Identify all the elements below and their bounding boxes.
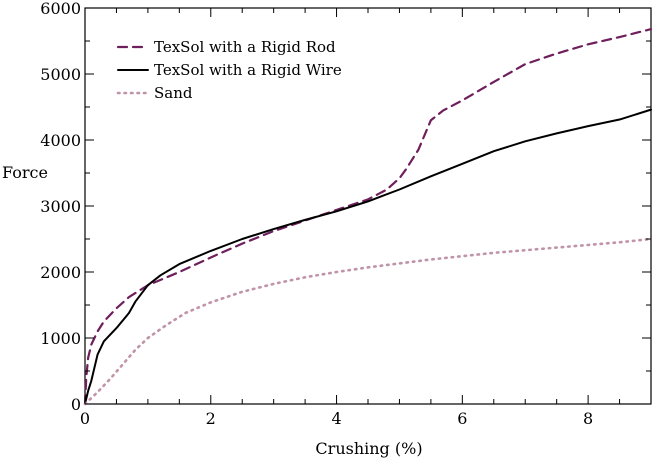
x-tick-label: 6 [457, 409, 467, 428]
y-tick-label: 6000 [40, 0, 81, 18]
series-line-1 [83, 28, 653, 406]
tick-labels-group: 0 2 4 6 8 0 1000 2000 3000 4000 5000 6000 [40, 0, 593, 428]
x-tick-label: 0 [80, 409, 90, 428]
legend-label-3: Sand [154, 84, 193, 102]
axis-ticks-group [84, 7, 652, 405]
series-line-2 [84, 108, 652, 405]
legend: TexSol with a Rigid Rod TexSol with a Rig… [116, 38, 342, 102]
y-tick-label: 0 [71, 395, 81, 414]
y-axis-label: Force [2, 163, 48, 182]
series-group [83, 28, 653, 406]
y-tick-label: 3000 [40, 197, 81, 216]
legend-label-2: TexSol with a Rigid Wire [154, 61, 342, 79]
x-axis-label: Crushing (%) [315, 439, 422, 458]
series-line-3 [83, 237, 653, 406]
y-tick-label: 2000 [40, 263, 81, 282]
legend-label-1: TexSol with a Rigid Rod [154, 38, 336, 56]
y-tick-label: 5000 [40, 65, 81, 84]
y-tick-label: 4000 [40, 131, 81, 150]
x-tick-label: 8 [583, 409, 593, 428]
x-tick-label: 2 [206, 409, 216, 428]
y-tick-label: 1000 [40, 329, 81, 348]
x-tick-label: 4 [331, 409, 341, 428]
